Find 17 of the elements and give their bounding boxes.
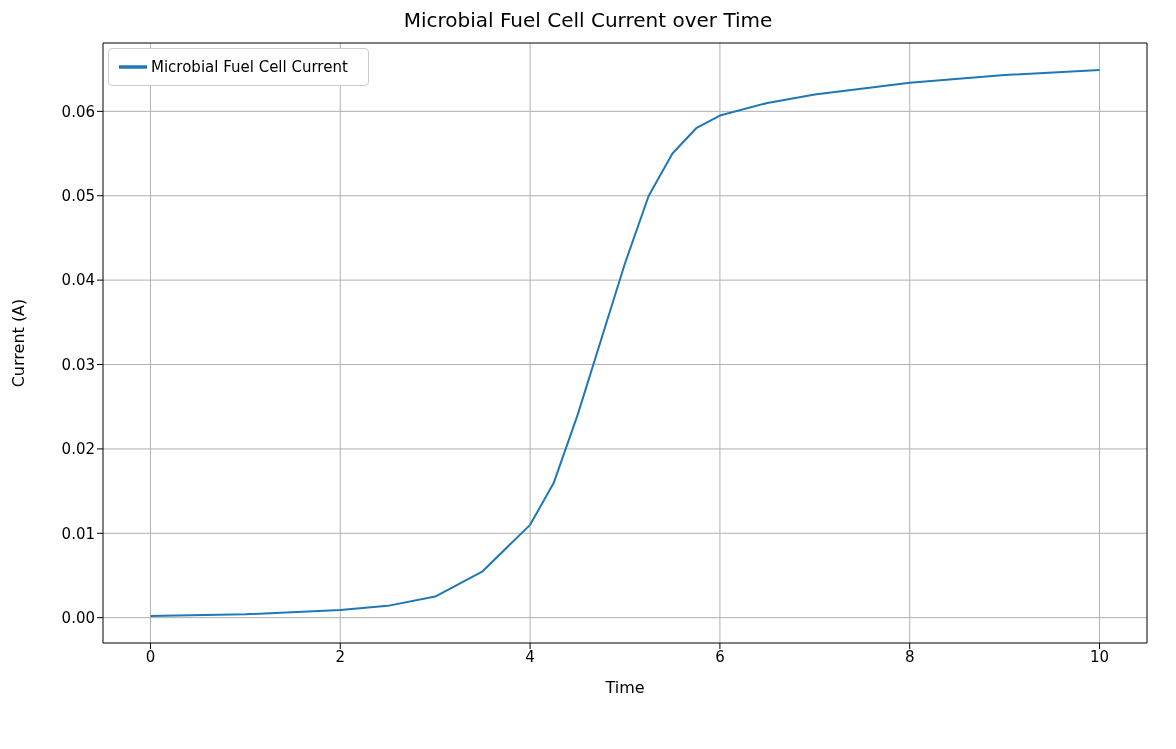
chart-title: Microbial Fuel Cell Current over Time <box>402 8 774 34</box>
x-tick-label: 10 <box>1090 647 1110 666</box>
x-tick-label: 4 <box>525 647 535 666</box>
x-tick-label: 0 <box>145 647 156 666</box>
x-tick-label: 8 <box>904 647 915 666</box>
x-axis-title: Time <box>604 678 645 697</box>
y-tick-label: 0.00 <box>61 609 95 628</box>
y-tick-label: 0.02 <box>61 440 95 459</box>
y-tick-label: 0.03 <box>61 355 95 374</box>
x-tick-label: 2 <box>335 647 346 666</box>
y-tick-label: 0.04 <box>61 271 95 290</box>
y-tick-label: 0.01 <box>61 524 95 543</box>
x-tick-label: 6 <box>715 647 725 666</box>
y-tick-label: 0.06 <box>61 102 95 121</box>
y-axis-title: Current (A) <box>8 298 28 388</box>
y-tick-label: 0.05 <box>61 187 95 206</box>
legend-label: Microbial Fuel Cell Current <box>151 57 348 76</box>
